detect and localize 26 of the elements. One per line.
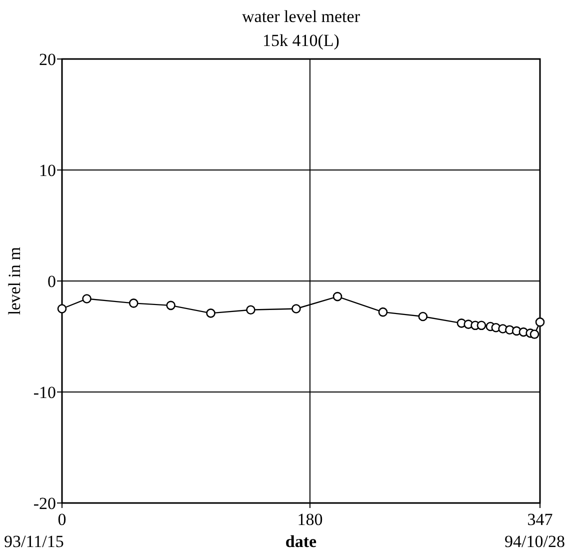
point [476,320,486,330]
y-tick-label: -10 [33,382,56,402]
point [82,294,92,304]
x-tick-label: 347 [527,510,554,529]
point [530,330,540,339]
chart-title: water level meter [242,7,360,26]
y-axis-title: level in m [5,247,24,315]
y-tick-label: 10 [39,160,56,180]
point [535,317,545,327]
point [166,300,176,310]
point [128,298,138,308]
x-axis-title: date [285,532,318,551]
x-tick-label: 180 [297,510,323,529]
chart-subtitle: 15k 410(L) [262,31,340,50]
point [246,305,256,315]
text: 94/10/28 [504,532,565,551]
point [418,312,428,322]
y-tick-label: 0 [48,272,56,291]
point [378,307,388,317]
y-tick-label: -20 [33,494,56,513]
point [206,308,216,318]
text: 93/11/15 [4,532,64,551]
point [332,292,342,302]
point [292,304,301,314]
point [57,304,67,314]
y-tick-label: 20 [39,50,56,69]
